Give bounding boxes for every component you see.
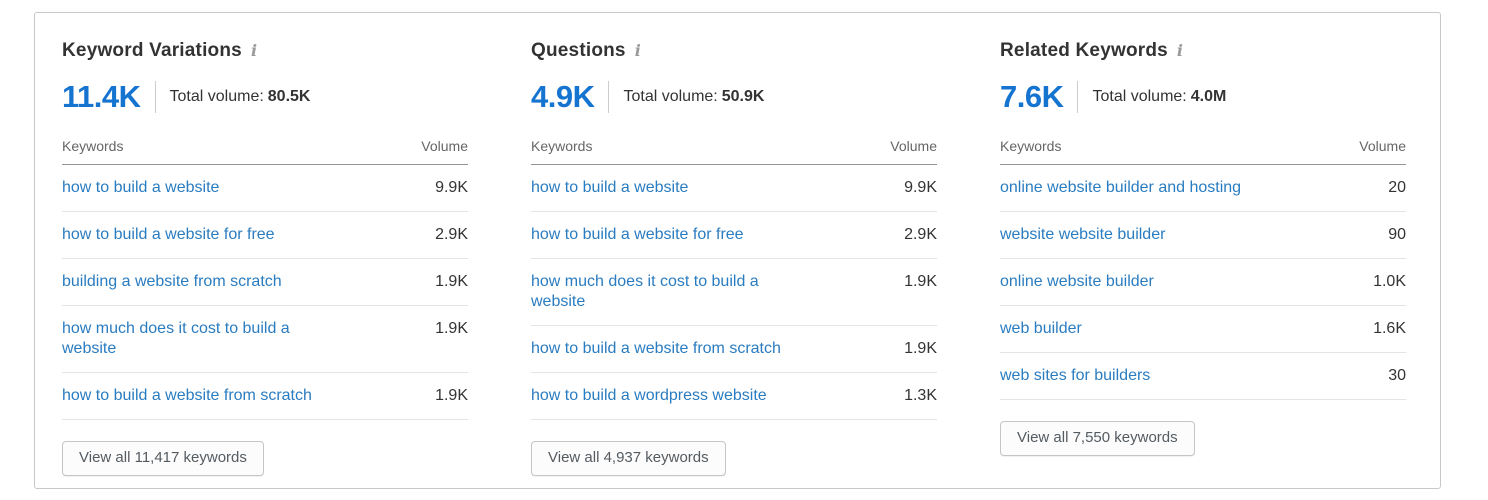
table-header: Keywords Volume	[1000, 138, 1406, 165]
section-title: Related Keywords i	[1000, 39, 1406, 62]
keyword-link[interactable]: web builder	[1000, 320, 1082, 337]
total-volume: Total volume: 80.5K	[170, 88, 311, 106]
table-row: web builder 1.6K	[1000, 306, 1406, 353]
view-all-keywords-button[interactable]: View all 11,417 keywords	[62, 441, 264, 476]
keyword-count: 7.6K	[1000, 79, 1064, 114]
keyword-link[interactable]: how to build a website for free	[62, 226, 275, 243]
keyword-variations-section: Keyword Variations i 11.4K Total volume:…	[62, 39, 468, 488]
table-row: how to build a website for free 2.9K	[531, 212, 937, 259]
questions-section: Questions i 4.9K Total volume: 50.9K Keyw…	[531, 39, 937, 488]
section-title-label: Keyword Variations	[62, 40, 242, 61]
section-title: Questions i	[531, 39, 937, 62]
related-keywords-section: Related Keywords i 7.6K Total volume: 4.0…	[1000, 39, 1406, 488]
table-row: how to build a website 9.9K	[62, 165, 468, 212]
column-header-volume: Volume	[421, 138, 468, 154]
table-row: how to build a website from scratch 1.9K	[531, 326, 937, 373]
keyword-volume: 9.9K	[435, 179, 468, 196]
keyword-count: 11.4K	[62, 79, 141, 114]
total-volume-label: Total volume:	[623, 88, 718, 105]
table-row: website website builder 90	[1000, 212, 1406, 259]
keyword-link[interactable]: web sites for builders	[1000, 367, 1151, 384]
info-icon[interactable]: i	[634, 41, 641, 60]
keyword-link[interactable]: how to build a wordpress website	[531, 387, 767, 404]
total-volume-value: 4.0M	[1190, 88, 1227, 105]
keyword-link[interactable]: how to build a website	[531, 179, 689, 196]
keyword-link[interactable]: how much does it cost to build a website	[62, 320, 290, 357]
keyword-link[interactable]: how to build a website from scratch	[531, 340, 781, 357]
keyword-volume: 2.9K	[435, 226, 468, 243]
column-header-volume: Volume	[890, 138, 937, 154]
section-title-label: Questions	[531, 40, 626, 61]
info-icon[interactable]: i	[250, 41, 258, 60]
keyword-volume: 1.9K	[435, 320, 468, 337]
keyword-volume: 1.9K	[435, 273, 468, 290]
table-row: how to build a wordpress website 1.3K	[531, 373, 937, 420]
keyword-volume: 1.3K	[904, 387, 937, 404]
keyword-link[interactable]: online website builder	[1000, 273, 1154, 290]
column-header-volume: Volume	[1359, 138, 1406, 154]
keyword-link[interactable]: how to build a website from scratch	[62, 387, 312, 404]
total-volume-value: 50.9K	[721, 88, 765, 105]
keyword-link[interactable]: building a website from scratch	[62, 273, 282, 290]
keyword-volume: 20	[1388, 179, 1406, 196]
keyword-link[interactable]: online website builder and hosting	[1000, 179, 1242, 196]
keyword-volume: 2.9K	[904, 226, 937, 243]
total-volume-label: Total volume:	[169, 88, 264, 105]
table-header: Keywords Volume	[62, 138, 468, 165]
info-icon[interactable]: i	[1176, 41, 1184, 60]
keyword-link[interactable]: how to build a website for free	[531, 226, 744, 243]
section-title: Keyword Variations i	[62, 39, 468, 62]
table-row: how to build a website for free 2.9K	[62, 212, 468, 259]
table-header: Keywords Volume	[531, 138, 937, 165]
divider	[1077, 81, 1079, 113]
section-stats: 7.6K Total volume: 4.0M	[1000, 78, 1406, 116]
column-header-keywords: Keywords	[1000, 138, 1062, 154]
keyword-volume: 1.9K	[904, 273, 937, 290]
section-title-label: Related Keywords	[1000, 40, 1168, 61]
keyword-link[interactable]: website website builder	[1000, 226, 1166, 243]
table-row: online website builder 1.0K	[1000, 259, 1406, 306]
keyword-volume: 1.9K	[435, 387, 468, 404]
column-header-keywords: Keywords	[531, 138, 593, 154]
keyword-volume: 30	[1388, 367, 1406, 384]
view-all-keywords-button[interactable]: View all 4,937 keywords	[531, 441, 726, 476]
table-row: online website builder and hosting 20	[1000, 165, 1406, 212]
table-row: building a website from scratch 1.9K	[62, 259, 468, 306]
keyword-count: 4.9K	[531, 79, 595, 114]
section-stats: 11.4K Total volume: 80.5K	[62, 78, 468, 116]
table-row: how much does it cost to build a website…	[62, 306, 468, 373]
divider	[154, 81, 156, 113]
keyword-research-panel: Keyword Variations i 11.4K Total volume:…	[34, 12, 1441, 489]
keyword-link[interactable]: how much does it cost to build a website	[531, 273, 759, 310]
table-row: how much does it cost to build a website…	[531, 259, 937, 326]
keyword-volume: 1.6K	[1373, 320, 1406, 337]
table-row: how to build a website from scratch 1.9K	[62, 373, 468, 420]
keyword-volume: 1.9K	[904, 340, 937, 357]
total-volume-label: Total volume:	[1092, 88, 1187, 105]
section-stats: 4.9K Total volume: 50.9K	[531, 78, 937, 116]
keyword-volume: 9.9K	[904, 179, 937, 196]
divider	[608, 81, 610, 113]
keyword-volume: 1.0K	[1373, 273, 1406, 290]
table-row: how to build a website 9.9K	[531, 165, 937, 212]
keyword-volume: 90	[1388, 226, 1406, 243]
total-volume-value: 80.5K	[267, 88, 311, 105]
view-all-keywords-button[interactable]: View all 7,550 keywords	[1000, 421, 1195, 456]
table-row: web sites for builders 30	[1000, 353, 1406, 400]
total-volume: Total volume: 4.0M	[1092, 88, 1226, 106]
column-header-keywords: Keywords	[62, 138, 124, 154]
total-volume: Total volume: 50.9K	[623, 88, 764, 106]
keyword-link[interactable]: how to build a website	[62, 179, 220, 196]
